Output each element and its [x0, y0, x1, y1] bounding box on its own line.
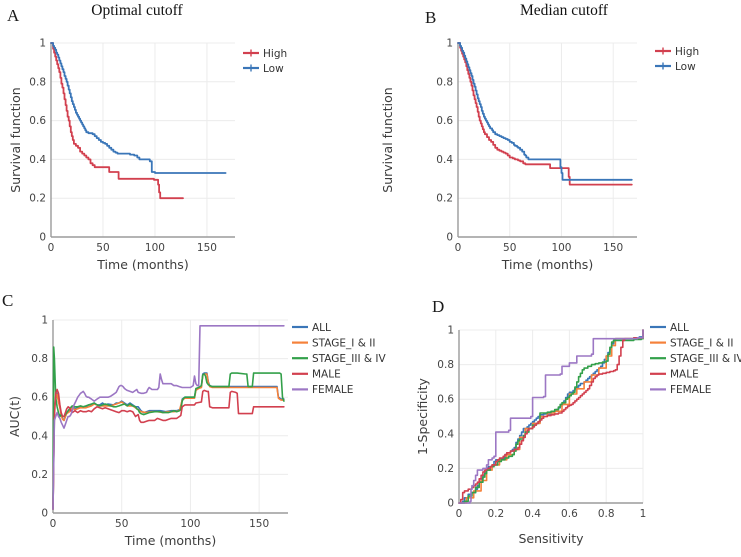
x-tick-label: 150 — [249, 518, 269, 530]
legend-label: MALE — [312, 369, 341, 381]
x-tick-label: 150 — [197, 242, 217, 254]
y-tick-label: 0.6 — [436, 115, 453, 127]
y-axis-title: Survival function — [8, 87, 23, 192]
y-axis-title: Survival function — [380, 87, 395, 192]
x-tick-label: 0.8 — [598, 508, 615, 520]
series-line-stage-iii-iv — [458, 329, 644, 504]
legend-label: STAGE_I & II — [312, 337, 375, 349]
y-tick-label: 0.4 — [29, 154, 46, 166]
panel-median-cutoff: B Median cutoff 0 50 100 150 0 0.2 0.4 0.6 0.8 1 T… — [371, 0, 741, 279]
y-tick-label: 0.8 — [437, 359, 454, 371]
panel-title-optimal-cutoff: Optimal cutoff — [91, 2, 183, 19]
km-plot-optimal-cutoff: 0 50 100 150 0 0.2 0.4 0.6 0.8 1 Time (months) Surv… — [8, 38, 287, 273]
panel-roc: D 0 0.2 0.4 0.6 0.8 1 0 0.2 0.4 0.6 0.8 1 Sensitivit… — [371, 279, 741, 557]
y-tick-label: 0.6 — [31, 392, 48, 404]
series-line-female — [52, 325, 285, 510]
series-line-stage-iii-iv — [52, 346, 285, 510]
x-axis-title: Sensitivity — [518, 531, 584, 546]
y-tick-label: 0.8 — [436, 76, 453, 88]
y-tick-label: 1 — [41, 315, 48, 327]
y-tick-label: 1 — [39, 38, 46, 50]
series-line-low — [50, 42, 227, 174]
y-tick-label: 0 — [39, 232, 46, 244]
auc-time-plot: 0 50 100 150 0 0.2 0.4 0.6 0.8 1 Time (months) AUC(… — [7, 315, 387, 549]
panel-optimal-cutoff: A Optimal cutoff 0 50 100 150 0 0.2 0.4 0.6 0.8 1… — [0, 0, 371, 279]
x-tick-label: 0 — [456, 508, 463, 520]
legend-label: FEMALE — [312, 384, 353, 396]
x-tick-label: 50 — [115, 518, 128, 530]
x-tick-label: 50 — [96, 242, 109, 254]
x-tick-label: 0.2 — [487, 508, 504, 520]
x-tick-label: 100 — [145, 242, 165, 254]
legend-label: STAGE_III & IV — [670, 353, 741, 365]
y-tick-label: 0.2 — [437, 463, 454, 475]
y-tick-label: 0 — [447, 498, 454, 510]
y-tick-label: 0.4 — [31, 430, 48, 442]
legend-label: Low — [675, 61, 696, 73]
y-tick-label: 0.2 — [31, 469, 48, 481]
panel-title-median-cutoff: Median cutoff — [520, 2, 608, 19]
y-tick-label: 0.2 — [436, 193, 453, 205]
panel-auc-over-time: C 0 50 100 150 0 0.2 0.4 0.6 0.8 1 Time (months) AU… — [0, 279, 387, 557]
x-tick-label: 0.4 — [524, 508, 541, 520]
legend-label: STAGE_I & II — [670, 337, 733, 349]
x-tick-label: 0.6 — [561, 508, 578, 520]
series-line-high — [457, 42, 633, 186]
roc-plot: 0 0.2 0.4 0.6 0.8 1 0 0.2 0.4 0.6 0.8 1 Sensitivity 1… — [415, 322, 741, 546]
y-tick-label: 0.8 — [29, 76, 46, 88]
y-tick-label: 0.6 — [29, 115, 46, 127]
x-tick-label: 150 — [603, 242, 623, 254]
panel-letter-a: A — [7, 6, 20, 25]
series-line-all — [52, 372, 285, 510]
x-tick-label: 0 — [50, 518, 57, 530]
y-tick-label: 1 — [447, 325, 454, 337]
x-tick-label: 0 — [455, 242, 462, 254]
legend-label: ALL — [312, 322, 331, 334]
series-line-male — [458, 329, 644, 504]
panel-letter-c: C — [2, 291, 14, 310]
x-axis-title: Time (months) — [96, 257, 188, 272]
series-line-high — [50, 42, 184, 200]
y-tick-label: 1 — [446, 38, 453, 50]
series-line-stage-i-ii — [458, 329, 644, 504]
y-tick-label: 0 — [446, 232, 453, 244]
x-axis-title: Time (months) — [124, 533, 216, 548]
y-axis-title: AUC(t) — [7, 396, 22, 437]
y-axis-title: 1-Specificity — [415, 377, 430, 454]
legend-label: ALL — [670, 322, 689, 334]
series-line-female — [458, 329, 644, 504]
x-tick-label: 100 — [551, 242, 571, 254]
legend-label: High — [675, 46, 699, 58]
km-plot-median-cutoff: 0 50 100 150 0 0.2 0.4 0.6 0.8 1 Time (months) Surv… — [380, 38, 699, 273]
y-tick-label: 0.4 — [437, 428, 454, 440]
panel-letter-b: B — [425, 8, 437, 27]
x-tick-label: 100 — [180, 518, 200, 530]
y-tick-label: 0.2 — [29, 193, 46, 205]
x-tick-label: 1 — [640, 508, 647, 520]
legend-label: High — [263, 48, 287, 60]
series-line-low — [457, 42, 633, 181]
x-tick-label: 50 — [503, 242, 516, 254]
y-tick-label: 0.8 — [31, 353, 48, 365]
y-tick-label: 0 — [41, 508, 48, 520]
series-line-stage-i-ii — [52, 373, 285, 510]
y-tick-label: 0.4 — [436, 154, 453, 166]
x-tick-label: 0 — [48, 242, 55, 254]
legend-label: MALE — [670, 369, 699, 381]
y-tick-label: 0.6 — [437, 394, 454, 406]
x-axis-title: Time (months) — [501, 257, 593, 272]
legend-label: STAGE_III & IV — [312, 353, 387, 365]
legend-label: Low — [263, 63, 284, 75]
legend-label: FEMALE — [670, 384, 711, 396]
panel-letter-d: D — [432, 297, 445, 316]
